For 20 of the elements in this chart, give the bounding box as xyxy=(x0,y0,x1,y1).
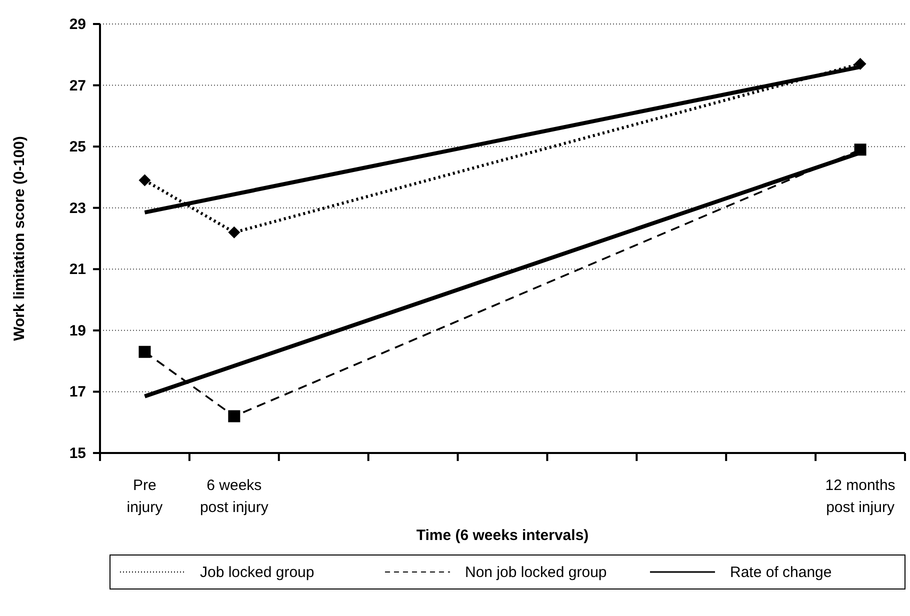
x-tick-label: Pre injury xyxy=(126,477,164,516)
y-tick-label: 25 xyxy=(69,138,86,156)
y-tick-label: 29 xyxy=(69,16,86,33)
legend-label: Job locked group xyxy=(200,564,314,581)
y-tick-label: 17 xyxy=(69,384,86,401)
x-axis-title: Time (6 weeks intervals) xyxy=(416,527,589,544)
x-tick-label: 6 weeks post injury xyxy=(200,477,269,516)
y-tick-label: 15 xyxy=(69,445,86,462)
y-tick-label: 23 xyxy=(69,200,86,217)
y-tick-label: 21 xyxy=(69,261,86,278)
point xyxy=(228,226,240,238)
legend-label: Rate of change xyxy=(730,564,832,581)
point xyxy=(138,346,151,358)
point xyxy=(228,410,240,422)
y-tick-label: 27 xyxy=(69,77,86,94)
legend-label: Non job locked group xyxy=(465,564,607,581)
y-axis-title: Work limitation score (0-100) xyxy=(11,136,28,341)
point xyxy=(138,174,151,186)
y-tick-label: 19 xyxy=(69,322,86,340)
x-tick-label: 12 months post injury xyxy=(825,477,896,516)
